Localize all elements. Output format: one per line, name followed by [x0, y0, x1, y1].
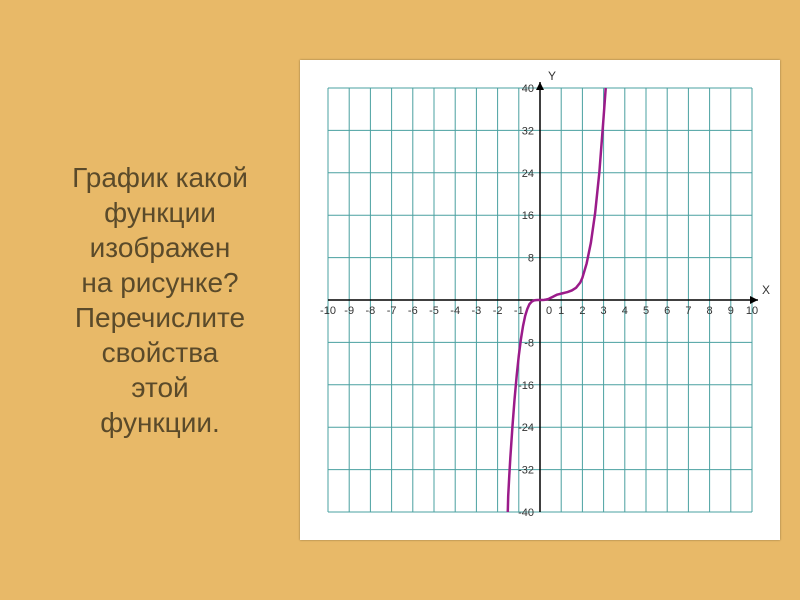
y-tick-label: -8 — [524, 337, 534, 349]
origin-label: 0 — [546, 305, 552, 317]
text-line-7: этой — [20, 370, 300, 405]
x-tick-label: 5 — [643, 305, 649, 317]
x-tick-label: -2 — [493, 305, 503, 317]
x-tick-label: -3 — [472, 305, 482, 317]
y-tick-label: 8 — [528, 253, 534, 265]
x-tick-label: -6 — [408, 305, 418, 317]
text-line-2: функции — [20, 195, 300, 230]
y-tick-label: 32 — [522, 125, 534, 137]
y-tick-label: -32 — [518, 465, 534, 477]
x-tick-label: -10 — [320, 305, 336, 317]
y-tick-label: -24 — [518, 422, 534, 434]
text-line-4: на рисунке? — [20, 265, 300, 300]
y-tick-label: -40 — [518, 507, 534, 519]
x-tick-label: 1 — [558, 305, 564, 317]
x-tick-label: 9 — [728, 305, 734, 317]
x-tick-label: -7 — [387, 305, 397, 317]
x-tick-label: 6 — [664, 305, 670, 317]
x-tick-label: 8 — [707, 305, 713, 317]
y-axis-title: Y — [548, 69, 556, 83]
y-tick-label: 16 — [522, 210, 534, 222]
x-tick-label: 7 — [685, 305, 691, 317]
text-line-5: Перечислите — [20, 300, 300, 335]
x-axis-title: X — [762, 283, 770, 297]
function-chart: -10 -9 -8 -7 -6 -5 -4 -3 -2 -1 1 2 3 4 5 6 7 8 9 10 -40 -32 -2… — [300, 60, 780, 540]
text-line-3: изображен — [20, 230, 300, 265]
x-tick-label: 2 — [579, 305, 585, 317]
x-tick-label: 10 — [746, 305, 758, 317]
text-line-8: функции. — [20, 405, 300, 440]
y-tick-label: 24 — [522, 168, 534, 180]
x-tick-label: -8 — [366, 305, 376, 317]
y-tick-label: -16 — [518, 380, 534, 392]
x-tick-label: -9 — [344, 305, 354, 317]
x-tick-label: -4 — [450, 305, 460, 317]
x-tick-label: 3 — [601, 305, 607, 317]
question-text: График какой функции изображен на рисунк… — [0, 160, 300, 440]
slide-container: График какой функции изображен на рисунк… — [0, 0, 800, 600]
x-tick-label: 4 — [622, 305, 628, 317]
chart-panel: -10 -9 -8 -7 -6 -5 -4 -3 -2 -1 1 2 3 4 5 6 7 8 9 10 -40 -32 -2… — [300, 60, 780, 540]
x-tick-label: -1 — [514, 305, 524, 317]
text-line-1: График какой — [20, 160, 300, 195]
y-tick-label: 40 — [522, 83, 534, 95]
x-tick-label: -5 — [429, 305, 439, 317]
text-line-6: свойства — [20, 335, 300, 370]
